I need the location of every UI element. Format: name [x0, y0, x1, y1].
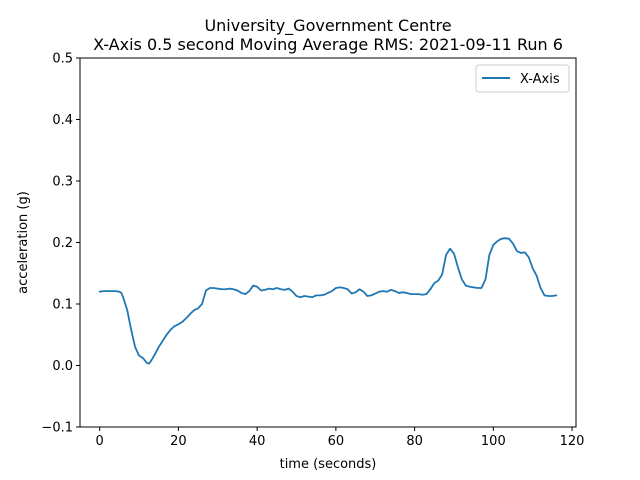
legend: X-Axis: [475, 64, 570, 93]
x-tick-label: 120: [560, 434, 585, 449]
chart-subtitle: X-Axis 0.5 second Moving Average RMS: 20…: [93, 35, 563, 54]
x-axis-label: time (seconds): [280, 457, 377, 472]
plot-frame: [79, 57, 577, 428]
series-layer: [98, 237, 558, 365]
x-axis-ticks: 0 20 40 60 80 100 120: [96, 427, 585, 449]
x-tick-label: 40: [249, 434, 266, 449]
x-tick-label: 100: [481, 434, 506, 449]
x-tick-label: 60: [328, 434, 345, 449]
x-tick-label: 0: [96, 434, 104, 449]
y-tick-label: 0.1: [52, 298, 73, 313]
y-tick-label: 0.0: [52, 359, 73, 374]
x-tick-label: 80: [406, 434, 423, 449]
y-tick-label: 0.5: [52, 52, 73, 67]
series-line-x-axis: [98, 237, 558, 365]
y-axis-ticks: −0.1 0.0 0.1 0.2 0.3 0.4 0.5: [41, 52, 80, 436]
x-tick-label: 20: [170, 434, 187, 449]
y-tick-label: 0.4: [52, 113, 73, 128]
y-tick-label: 0.2: [52, 236, 73, 251]
y-tick-label: 0.3: [52, 175, 73, 190]
legend-label-x-axis: X-Axis: [520, 72, 560, 87]
y-tick-label: −0.1: [41, 421, 73, 436]
y-axis-label: acceleration (g): [16, 191, 31, 294]
chart-title: University_Government Centre: [204, 16, 451, 36]
legend-box: [475, 64, 570, 93]
